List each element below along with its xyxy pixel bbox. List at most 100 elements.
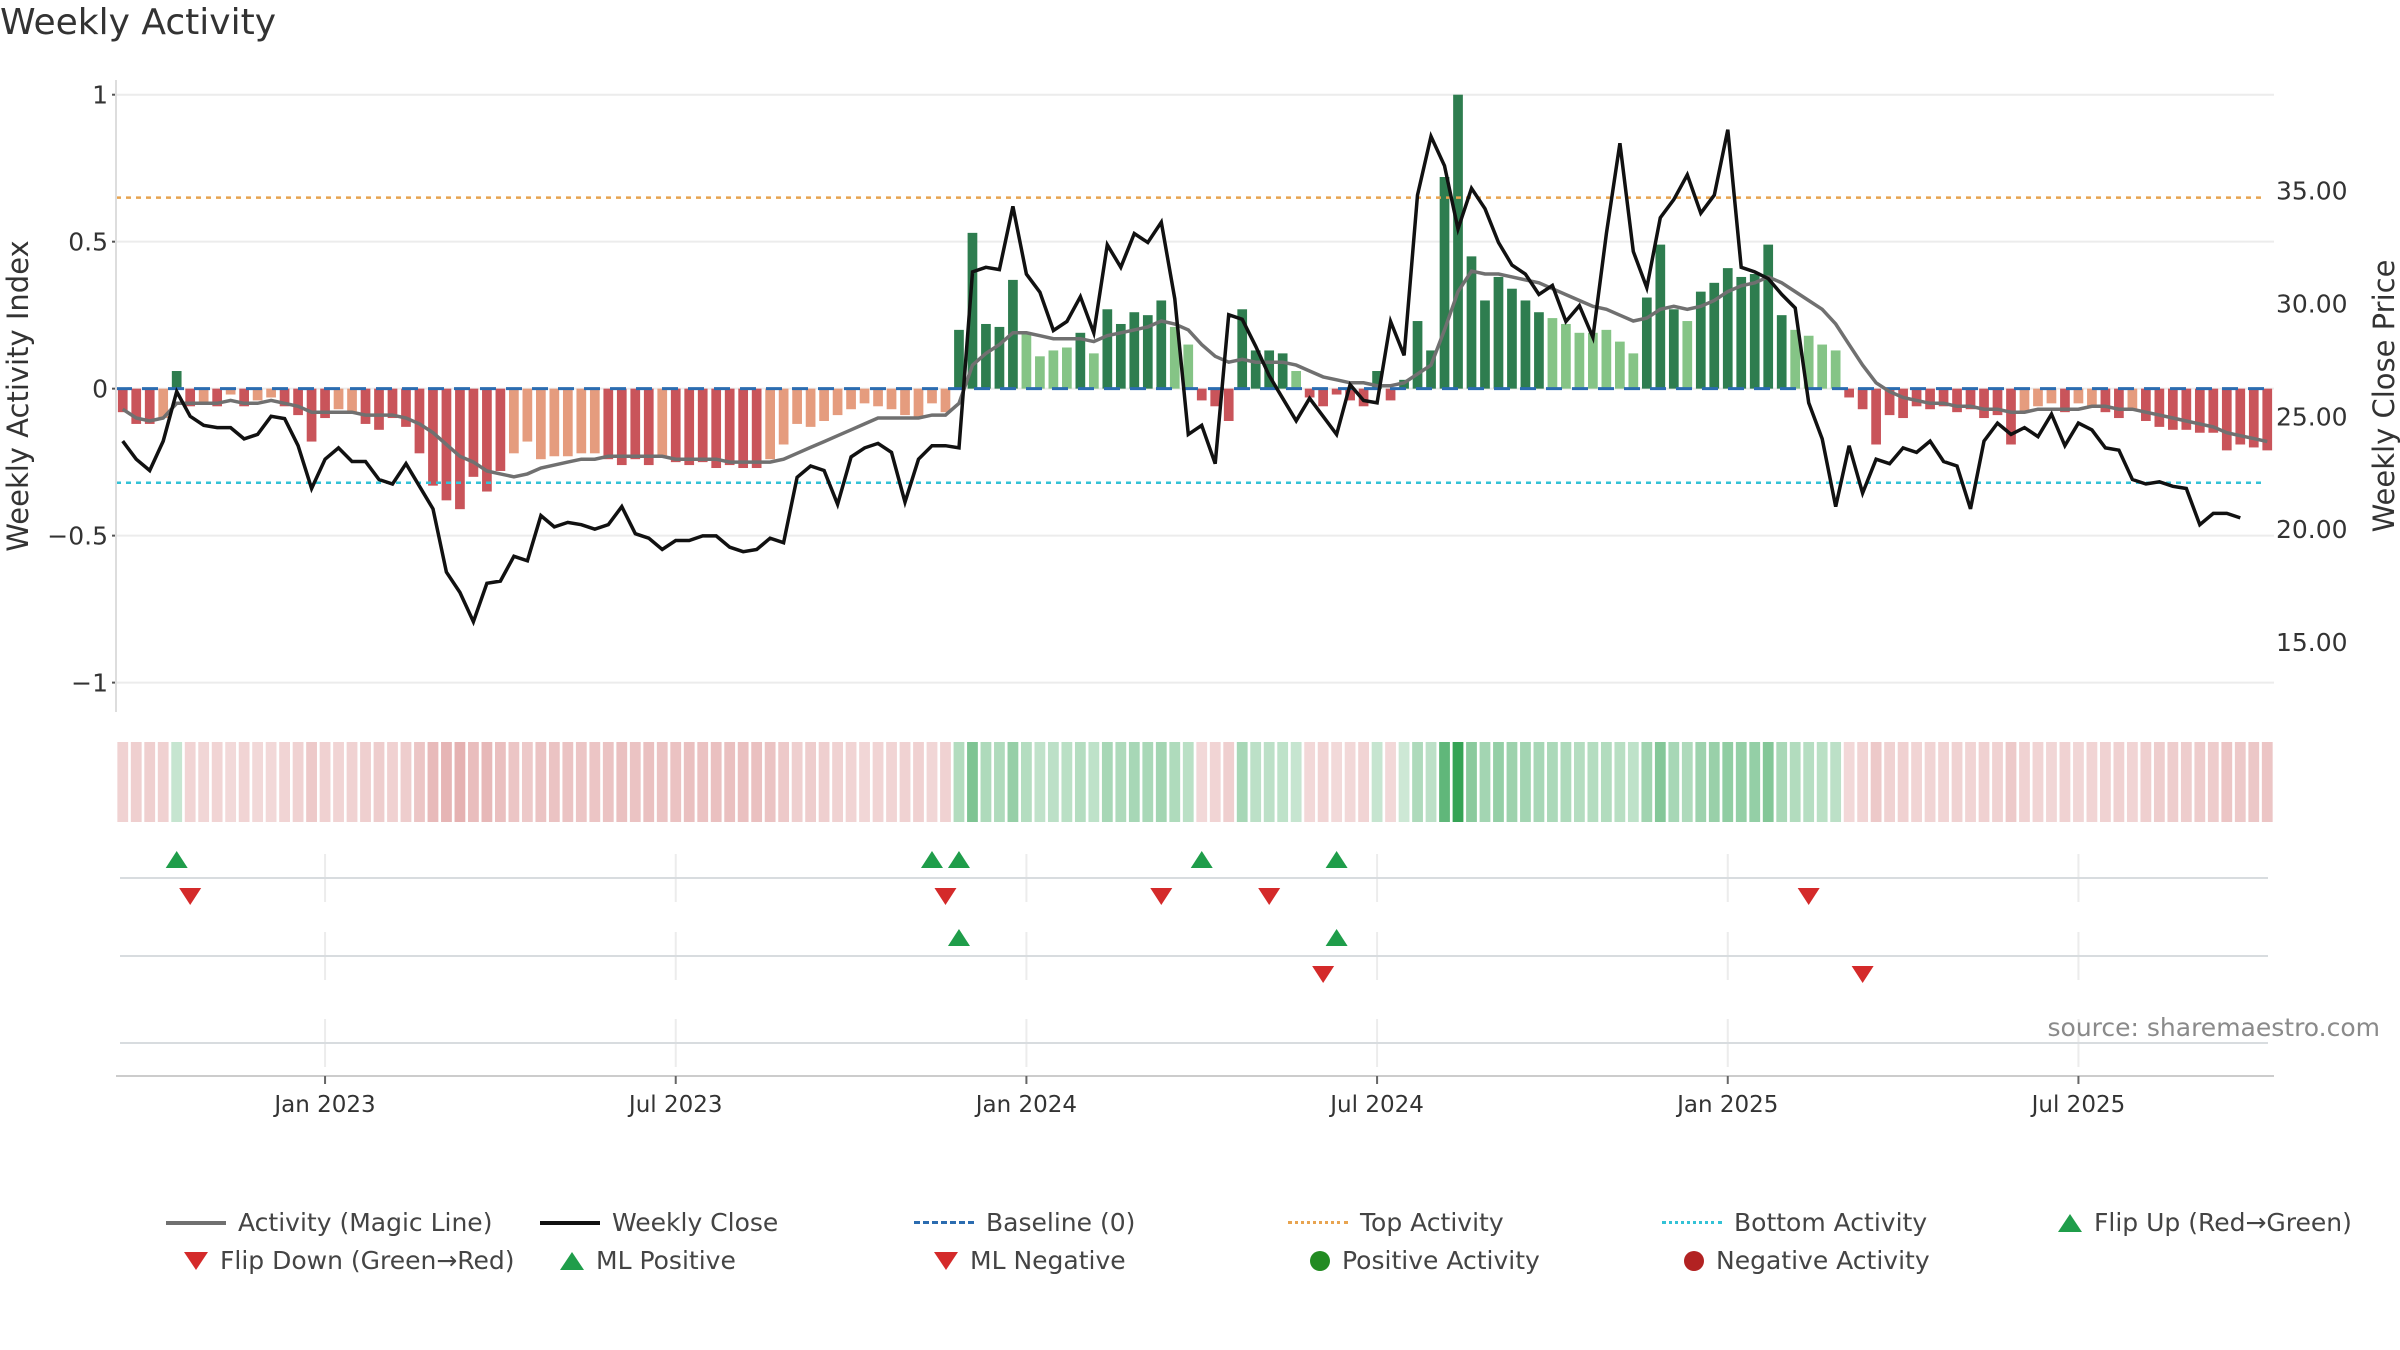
heatmap-cell (252, 742, 264, 822)
signal-down-marker (1150, 888, 1173, 905)
signal-down-marker (1312, 966, 1335, 983)
activity-bar (1615, 341, 1625, 389)
heatmap-cell (616, 742, 628, 822)
activity-bar (1035, 356, 1045, 389)
activity-bar (751, 388, 762, 469)
heatmap-cell (535, 742, 547, 822)
heatmap-cell (1007, 742, 1019, 822)
right-tick-label: 15.00 (2276, 628, 2348, 657)
magic-line-swatch (166, 1220, 226, 1225)
activity-bar (252, 388, 263, 401)
activity-bar (1237, 309, 1248, 389)
activity-heatmap-strip (117, 742, 2273, 822)
heatmap-cell (602, 742, 614, 822)
x-tick-label: Jul 2024 (1328, 1092, 1424, 1118)
heatmap-cell (1344, 742, 1356, 822)
heatmap-cell (1978, 742, 1990, 822)
heatmap-cell (346, 742, 358, 822)
activity-bar (1898, 388, 1908, 419)
activity-bar (2100, 388, 2111, 413)
left-tick-label: 0.5 (68, 228, 108, 257)
activity-bar (1992, 388, 2003, 416)
heatmap-cell (2153, 742, 2165, 822)
heatmap-cell (2086, 742, 2098, 822)
legend-bottom-activity: Bottom Activity (1662, 1208, 1927, 1237)
activity-bar (144, 388, 155, 424)
heatmap-cell (1520, 742, 1531, 822)
activity-bar (1574, 332, 1585, 389)
heatmap-cell (737, 742, 749, 822)
heatmap-cell (1762, 742, 1774, 822)
activity-bar (482, 388, 492, 492)
activity-bar (266, 388, 276, 398)
heatmap-cell (670, 742, 682, 822)
activity-bar (2194, 388, 2205, 433)
heatmap-cell (2073, 742, 2084, 822)
right-tick-label: 30.00 (2276, 289, 2348, 318)
left-tick-label: −0.5 (47, 522, 108, 551)
heatmap-cell (1196, 742, 1208, 822)
heatmap-cell (1493, 742, 1504, 822)
x-tick-label: Jul 2023 (627, 1092, 723, 1118)
activity-bar (1965, 388, 1976, 410)
legend-ml-positive: ML Positive (560, 1246, 736, 1275)
heatmap-cell (1128, 742, 1140, 822)
heatmap-cell (130, 742, 142, 822)
activity-bar (171, 371, 182, 389)
heatmap-cell (1965, 742, 1976, 822)
signal-up-marker (947, 929, 970, 946)
heatmap-cell (1385, 742, 1396, 822)
heatmap-cell (1587, 742, 1599, 822)
activity-bar (1763, 244, 1774, 389)
activity-bar (1884, 388, 1895, 416)
activity-bar (536, 388, 546, 460)
heatmap-cell (1641, 742, 1653, 822)
heatmap-cell (2167, 742, 2179, 822)
heatmap-cell (1897, 742, 1909, 822)
heatmap-cell (2221, 742, 2233, 822)
activity-bar (239, 388, 249, 407)
heatmap-cell (2059, 742, 2071, 822)
activity-bar (711, 388, 722, 469)
activity-bar (374, 388, 384, 430)
heatmap-cell (1101, 742, 1113, 822)
legend-baseline: Baseline (0) (914, 1208, 1135, 1237)
legend-positive-activity: Positive Activity (1310, 1246, 1540, 1275)
heatmap-cell (710, 742, 722, 822)
heatmap-cell (1681, 742, 1693, 822)
heatmap-cell (1236, 742, 1248, 822)
heatmap-cell (1870, 742, 1882, 822)
heatmap-cell (1789, 742, 1801, 822)
heatmap-cell (1938, 742, 1949, 822)
activity-bar (1264, 350, 1275, 389)
activity-bar (428, 388, 438, 486)
heatmap-cell (1992, 742, 2003, 822)
signal-up-marker (1325, 929, 1348, 946)
activity-bar (859, 388, 870, 404)
activity-bar (994, 326, 1005, 389)
activity-bar (562, 388, 573, 457)
activity-bar (131, 388, 142, 424)
heatmap-cell (1304, 742, 1316, 822)
heatmap-cell (1398, 742, 1410, 822)
activity-bar (2248, 388, 2259, 448)
heatmap-cell (265, 742, 277, 822)
heatmap-cell (2180, 742, 2192, 822)
heatmap-cell (953, 742, 965, 822)
activity-bar (913, 388, 924, 419)
activity-bar (873, 388, 883, 407)
activity-bar (2154, 388, 2165, 427)
heatmap-cell (764, 742, 776, 822)
activity-bar (1466, 256, 1477, 389)
heatmap-cell (1951, 742, 1963, 822)
heatmap-cell (1843, 742, 1855, 822)
heatmap-cell (184, 742, 196, 822)
heatmap-cell (589, 742, 601, 822)
activity-bar (509, 388, 519, 454)
activity-bar (198, 388, 209, 404)
heatmap-cell (1021, 742, 1032, 822)
heatmap-cell (1358, 742, 1369, 822)
x-tick-label: Jan 2023 (272, 1092, 375, 1118)
chart-title: Weekly Activity (0, 2, 277, 43)
